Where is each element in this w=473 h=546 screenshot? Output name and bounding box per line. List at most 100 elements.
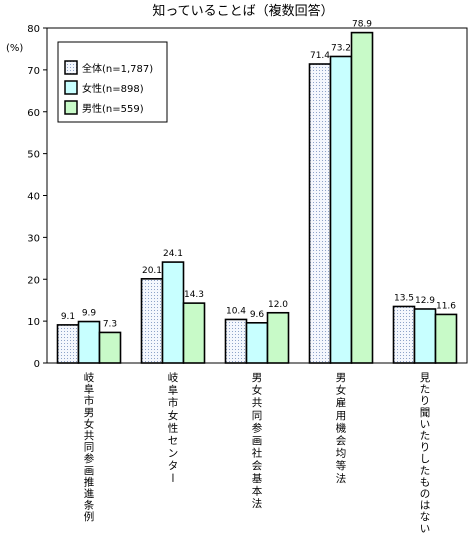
bars: 9.1 9.9 7.3 20.124.1 14.3 10.4 9.612.0 71.473.2…: [56, 20, 458, 364]
legend-swatch: [64, 100, 78, 115]
data-label: 7.3: [103, 319, 117, 329]
category-label-char: た: [420, 384, 431, 396]
category-label-char: 会: [336, 434, 347, 447]
category-label-char: 参: [84, 452, 95, 465]
data-label: 24.1: [163, 249, 183, 259]
category-label-char: 同: [84, 442, 95, 454]
y-tick-label: 10: [27, 317, 40, 328]
category-label-char: 共: [252, 397, 263, 409]
category-label-char: 機: [336, 421, 347, 434]
category-label-char: 均: [336, 448, 347, 460]
category-label-char: し: [420, 453, 431, 465]
category-label-char: ー: [166, 473, 178, 484]
bar: [77, 320, 101, 364]
data-label: 12.0: [268, 300, 288, 310]
data-label: 12.9: [415, 296, 435, 306]
category-label-char: 見: [420, 372, 431, 384]
category-label-char: 阜: [168, 384, 179, 397]
legend-swatch: [64, 80, 78, 95]
category-label-char: い: [420, 523, 431, 535]
category-label-char: 社: [252, 447, 263, 460]
y-tick-label: 50: [27, 150, 40, 161]
category-label-char: 岐: [84, 371, 95, 384]
y-tick-label: 60: [27, 108, 40, 119]
category-label-char: 進: [84, 488, 95, 500]
y-tick-label: 70: [27, 66, 40, 77]
legend-entry: 男性(n=559): [82, 102, 144, 115]
category-label-char: 法: [336, 472, 347, 485]
bar: [413, 308, 437, 364]
bar: [245, 321, 269, 364]
category-label-char: 市: [84, 394, 95, 407]
bar: [266, 311, 290, 364]
category-label-char: 推: [84, 475, 95, 488]
category-label-char: 性: [168, 421, 179, 434]
category-label-char: は: [420, 500, 431, 512]
category-label-char: の: [420, 488, 431, 500]
category-label-char: 用: [336, 410, 347, 422]
category-label-char: 画: [252, 435, 263, 447]
bar: [392, 305, 416, 364]
data-label: 9.6: [250, 310, 265, 320]
data-label: 14.3: [184, 290, 204, 300]
category-label-char: 男: [84, 407, 95, 419]
category-label-char: 法: [252, 497, 263, 510]
category-label-char: 岐: [168, 371, 179, 384]
category-label-char: ン: [168, 448, 179, 460]
category-label-char: 本: [252, 484, 263, 497]
bar: [329, 55, 353, 364]
y-axis-label: (%): [6, 43, 23, 54]
data-label: 9.9: [82, 309, 97, 319]
bar: [224, 318, 248, 364]
category-label-char: 女: [84, 417, 95, 430]
category-label-char: 基: [252, 472, 263, 485]
y-tick-label: 30: [27, 233, 40, 244]
category-label-char: 女: [168, 409, 179, 422]
category-label-char: な: [420, 511, 431, 523]
data-label: 10.4: [226, 306, 246, 316]
bar: [140, 278, 164, 364]
category-label-char: り: [420, 395, 431, 407]
category-label-char: 等: [336, 459, 347, 472]
legend-entry: 全体(n=1,787): [82, 62, 153, 75]
category-label-char: 会: [252, 459, 263, 472]
category-label-char: た: [420, 430, 431, 442]
data-label: 71.4: [310, 51, 330, 61]
y-tick-label: 40: [27, 192, 40, 203]
data-label: 73.2: [331, 43, 351, 53]
y-tick-label: 80: [27, 24, 40, 35]
category-label-char: 市: [168, 396, 179, 409]
y-tick-label: 0: [34, 359, 40, 370]
chart-title: 知っていることば（複数回答）: [152, 3, 333, 19]
data-label: 11.6: [436, 301, 456, 311]
legend: 全体(n=1,787) 女性(n=898) 男性(n=559): [57, 41, 168, 123]
data-label: 78.9: [352, 20, 372, 30]
category-label-char: り: [420, 442, 431, 454]
category-label-char: 雇: [336, 396, 347, 409]
bar: [350, 31, 374, 364]
category-label-char: 聞: [420, 407, 431, 419]
category-label-char: 画: [84, 465, 95, 477]
y-tick-label: 20: [27, 275, 40, 286]
category-label-char: も: [420, 476, 431, 488]
bar: [434, 313, 458, 364]
category-label-char: 条: [84, 499, 95, 512]
category-label-char: 参: [252, 421, 263, 434]
data-label: 20.1: [142, 266, 162, 276]
category-label-char: 同: [252, 410, 263, 422]
data-label: 9.1: [61, 312, 75, 322]
category-label-char: 阜: [84, 383, 95, 396]
category-label-char: タ: [168, 460, 179, 472]
legend-swatch: [64, 60, 78, 75]
legend-entry: 女性(n=898): [82, 82, 144, 95]
category-label-char: 例: [84, 510, 95, 523]
category-label-char: 男: [336, 372, 347, 384]
bar: [182, 302, 206, 364]
bar: [308, 63, 332, 364]
category-label-char: た: [420, 465, 431, 477]
category-label-char: い: [420, 418, 431, 430]
